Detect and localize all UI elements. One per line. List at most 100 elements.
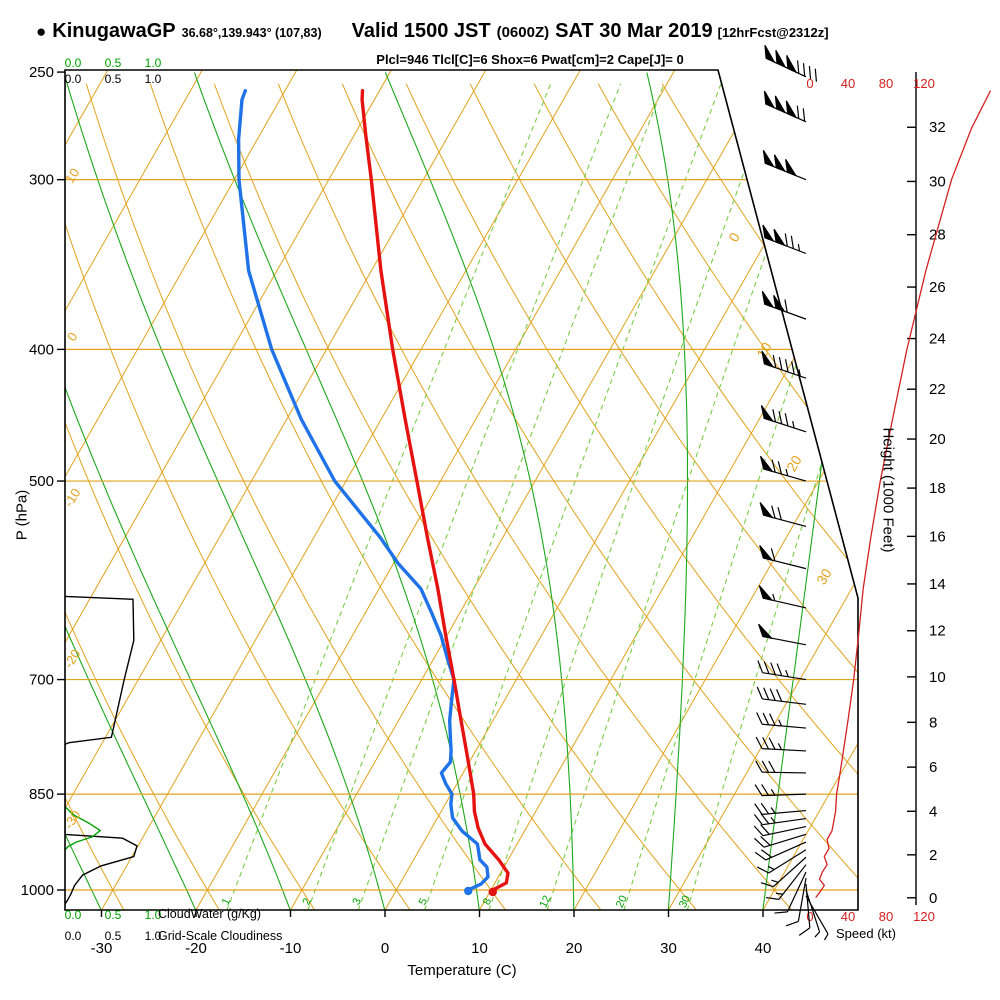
mixing-ratio-line [357,83,665,910]
wind-barb-flag [764,44,776,64]
height-tick-label: 0 [929,890,937,907]
speed-tick-label-top: 80 [879,76,893,91]
temperature-tick-label: -30 [91,940,113,957]
height-axis-label: Height (1000 Feet) [879,427,897,553]
height-tick-label: 26 [929,279,946,296]
dry-adiabat-line [533,83,858,910]
moist-adiabat-line [762,72,858,910]
isotherm-line [0,68,14,912]
station-coordinates: 36.68°,139.943° (107,83) [181,26,322,40]
isotherm-line [288,70,771,910]
cloudiness-scale-label-bottom: 0.5 [105,929,122,943]
pressure-tick-label: 250 [29,64,54,81]
speed-tick-label-top: 0 [806,76,813,91]
temperature-tick-label: 0 [381,940,389,957]
speed-tick-label-bottom: 120 [913,909,935,924]
mixing-ratio-line [307,83,622,910]
temperature-axis-label: Temperature (C) [407,962,517,979]
dry-adiabat-line [65,83,125,910]
wind-barb-flag [761,290,775,309]
height-tick-label: 8 [929,714,937,731]
moist-adiabat-line [65,72,291,910]
speed-axis-label: Speed (kt) [836,926,896,941]
dry-adiabat-line [65,83,220,910]
wind-barb [756,849,807,874]
wind-barbs [753,44,829,941]
speed-tick-label-bottom: 80 [879,909,893,924]
isotherm-line [666,70,858,910]
wind-barb [798,884,811,936]
cloudwater-axis-label: CloudWater (g/Kg) [158,907,262,921]
pressure-tick-label: 300 [29,172,54,189]
wind-barb [755,760,807,774]
height-tick-label: 12 [929,623,946,640]
wind-barb-flag [774,95,787,114]
wind-barb-flag [773,228,787,247]
valid-date: SAT 30 Mar 2019 [555,20,713,42]
sounding-parameters: Plcl=946 Tlcl[C]=6 Shox=6 Pwat[cm]=2 Cap… [376,52,684,67]
mixing-ratio-label: 5 [417,896,430,907]
cloudwater-scale-label-top: 0.0 [65,56,82,70]
dry-adiabat-line [341,83,858,910]
wind-barb [757,660,807,681]
wind-barb [764,354,807,379]
surface-temperature-dot [488,887,497,897]
mixing-ratio-label: 12 [538,894,554,910]
mixing-ratio-line [686,83,858,910]
cloudwater-scale-label-bottom: 0.0 [65,908,82,922]
isotherm-edge-label: 0 [725,230,743,245]
wind-barb-flag [762,224,775,243]
dry-adiabat-line [65,83,316,910]
cloudwater-curve [65,806,102,851]
wind-barb [763,409,807,433]
dry-adiabat-line [469,83,858,910]
cloud-profiles [65,89,510,905]
speed-tick-label-top: 120 [913,76,935,91]
mixing-ratio-label: 1 [220,896,233,907]
wind-barb [753,813,807,826]
wind-barb-flag [758,585,774,602]
moist-adiabat-line [0,73,7,911]
mixing-ratio-line [226,83,552,910]
speed-tick-label-top: 40 [841,76,855,91]
isotherm-line [65,70,488,910]
wind-barb [805,889,821,938]
height-tick-label: 28 [929,227,946,244]
height-tick-label: 4 [929,803,937,820]
wind-barb-flag [785,158,798,177]
wind-barb [763,459,807,482]
height-tick-label: 24 [929,331,946,348]
pressure-axis-label: P (hPa) [13,489,31,541]
dry-adiabat-line [725,83,858,910]
wind-barb-flag [786,55,798,74]
cloudiness-scale-label-top: 0.0 [65,72,82,86]
height-tick-label: 6 [929,759,937,776]
moist-adiabat-line [384,72,575,910]
cloudiness-scale-label-bottom: 0.0 [65,929,82,943]
height-tick-label: 14 [929,576,946,593]
isotherm-line [951,68,1000,912]
wind-barb-flag [773,154,787,173]
mixing-ratio-label: 2 [300,896,313,907]
cloudiness-scale-label-top: 1.0 [145,72,162,86]
moist-adiabat-line [65,72,386,910]
isotherm-line [65,70,299,910]
temperature-tick-label: 20 [566,940,583,957]
moist-adiabat-line [65,72,197,910]
dry-adiabat-line [85,83,507,910]
height-tick-label: 18 [929,480,946,497]
speed-tick-label-bottom: 40 [841,909,855,924]
wind-barb-flag [759,545,774,562]
wind-speed-curve [815,90,992,898]
temperature-tick-label: 40 [755,940,772,957]
wind-barb [753,824,807,837]
isotherm-line [194,70,677,910]
temperature-tick-label: -20 [185,940,207,957]
mixing-ratio-line [488,83,777,910]
title-bar: ● KinugawaGP 36.68°,139.943° (107,83) Valid… [36,20,829,43]
height-tick-label: 16 [929,528,946,545]
cloudwater-scale-label-top: 1.0 [145,56,162,70]
wind-barb [755,736,807,752]
